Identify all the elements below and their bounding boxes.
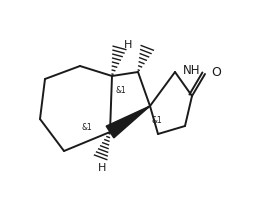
Text: &1: &1 <box>115 86 126 95</box>
Text: H: H <box>124 40 132 50</box>
Text: NH: NH <box>183 64 200 76</box>
Text: O: O <box>211 65 221 79</box>
Text: &1: &1 <box>82 122 93 131</box>
Text: H: H <box>98 163 106 173</box>
Text: &1: &1 <box>152 116 163 125</box>
Polygon shape <box>106 106 150 138</box>
